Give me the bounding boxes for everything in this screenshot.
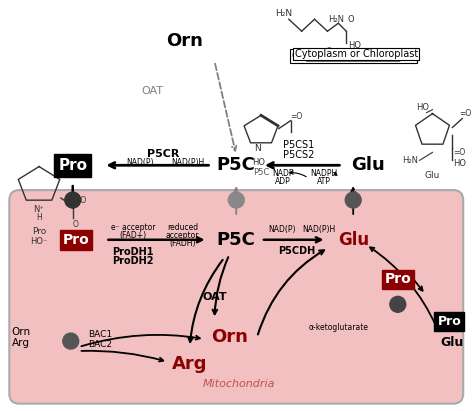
FancyBboxPatch shape <box>9 190 463 404</box>
Text: ProDH2: ProDH2 <box>112 256 154 266</box>
Text: α-ketoglutarate: α-ketoglutarate <box>309 323 368 332</box>
Text: NAD(P)H: NAD(P)H <box>171 158 204 167</box>
Text: e⁻ acceptor: e⁻ acceptor <box>111 223 155 232</box>
Text: =O: =O <box>291 112 303 121</box>
Text: ProDH1: ProDH1 <box>112 247 154 257</box>
Text: OAT: OAT <box>141 86 163 96</box>
Text: NAD(P): NAD(P) <box>268 225 296 234</box>
Text: O: O <box>73 220 79 229</box>
Text: =O: =O <box>74 196 87 205</box>
Text: P5CS1: P5CS1 <box>283 141 314 150</box>
Text: Pro: Pro <box>63 233 89 247</box>
Text: Glu: Glu <box>351 156 385 174</box>
Text: =O: =O <box>459 109 471 118</box>
Text: Orn: Orn <box>211 328 248 346</box>
Text: P5CDH: P5CDH <box>278 246 315 256</box>
Text: ATP: ATP <box>317 177 330 186</box>
Text: Pro: Pro <box>32 227 46 236</box>
Circle shape <box>390 296 406 312</box>
Text: P5C: P5C <box>217 231 255 249</box>
Text: (FAD+): (FAD+) <box>119 231 147 240</box>
Circle shape <box>345 192 361 208</box>
Text: HO⁻: HO⁻ <box>30 237 48 246</box>
Text: Pro: Pro <box>384 272 411 286</box>
Circle shape <box>228 192 244 208</box>
Text: Orn: Orn <box>326 46 341 55</box>
Text: Arg: Arg <box>172 355 208 373</box>
Text: NAD(P): NAD(P) <box>127 158 154 167</box>
Text: Mitochondria: Mitochondria <box>203 379 275 389</box>
Text: ADP: ADP <box>275 177 291 186</box>
Text: (FADH): (FADH) <box>170 239 196 248</box>
Text: acceptor: acceptor <box>166 231 200 240</box>
Text: H₂N: H₂N <box>275 9 292 18</box>
Text: Orn: Orn <box>166 32 203 50</box>
Text: HO: HO <box>348 41 361 50</box>
Circle shape <box>65 192 81 208</box>
Text: H₂N: H₂N <box>401 156 418 165</box>
Text: Glu: Glu <box>337 231 369 249</box>
Text: P5C: P5C <box>217 156 255 174</box>
Text: P5C: P5C <box>253 168 269 177</box>
Text: BAC2: BAC2 <box>89 339 112 349</box>
Text: HO: HO <box>253 158 265 167</box>
Text: OAT: OAT <box>202 292 227 302</box>
Text: Glu: Glu <box>425 171 440 180</box>
Text: BAC1: BAC1 <box>89 330 112 339</box>
Circle shape <box>63 333 79 349</box>
Text: Cytoplasm or Chloroplast: Cytoplasm or Chloroplast <box>292 51 415 61</box>
Text: reduced: reduced <box>167 223 198 232</box>
Text: H: H <box>36 213 42 222</box>
Text: Cytoplasm or Chloroplast: Cytoplasm or Chloroplast <box>294 49 418 59</box>
Text: =O: =O <box>453 148 465 157</box>
Text: NADPH: NADPH <box>310 169 337 178</box>
Text: HO: HO <box>416 103 429 112</box>
Text: P5CR: P5CR <box>147 149 179 159</box>
Text: N⁺: N⁺ <box>34 206 45 215</box>
Text: NAD(P)H: NAD(P)H <box>302 225 335 234</box>
Text: Glu: Glu <box>441 335 464 349</box>
Text: O: O <box>348 15 355 24</box>
Text: NADP: NADP <box>272 169 293 178</box>
Text: Pro: Pro <box>438 315 461 328</box>
Text: Orn: Orn <box>12 327 31 337</box>
Text: H₂N: H₂N <box>328 15 344 24</box>
Text: Pro: Pro <box>58 158 87 173</box>
Text: Arg: Arg <box>12 338 30 348</box>
Text: N: N <box>254 144 260 153</box>
Text: P5CS2: P5CS2 <box>283 150 314 160</box>
Text: HO: HO <box>453 159 466 168</box>
